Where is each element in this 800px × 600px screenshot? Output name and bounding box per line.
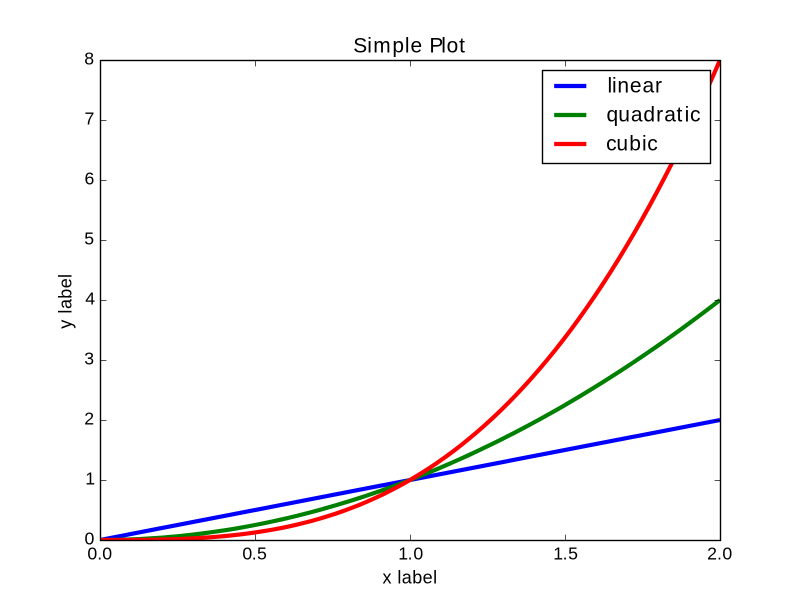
svg-text:5: 5 (84, 229, 94, 249)
svg-text:Simple Plot: Simple Plot (353, 35, 465, 58)
svg-text:3: 3 (84, 349, 94, 369)
svg-text:1.5: 1.5 (553, 544, 578, 564)
svg-text:1.0: 1.0 (398, 544, 423, 564)
svg-text:2.0: 2.0 (707, 544, 732, 564)
svg-text:cubic: cubic (606, 133, 658, 156)
svg-text:linear: linear (607, 75, 662, 98)
svg-text:y label: y label (56, 274, 76, 329)
svg-text:6: 6 (84, 169, 94, 189)
svg-text:2: 2 (84, 409, 94, 429)
svg-text:0: 0 (84, 529, 94, 549)
svg-text:0.5: 0.5 (242, 544, 267, 564)
svg-text:8: 8 (84, 49, 94, 69)
svg-text:quadratic: quadratic (607, 104, 701, 127)
svg-text:0.0: 0.0 (87, 544, 112, 564)
svg-text:7: 7 (84, 109, 94, 129)
svg-text:x label: x label (383, 568, 438, 588)
svg-text:1: 1 (85, 469, 95, 489)
svg-text:4: 4 (85, 289, 95, 309)
